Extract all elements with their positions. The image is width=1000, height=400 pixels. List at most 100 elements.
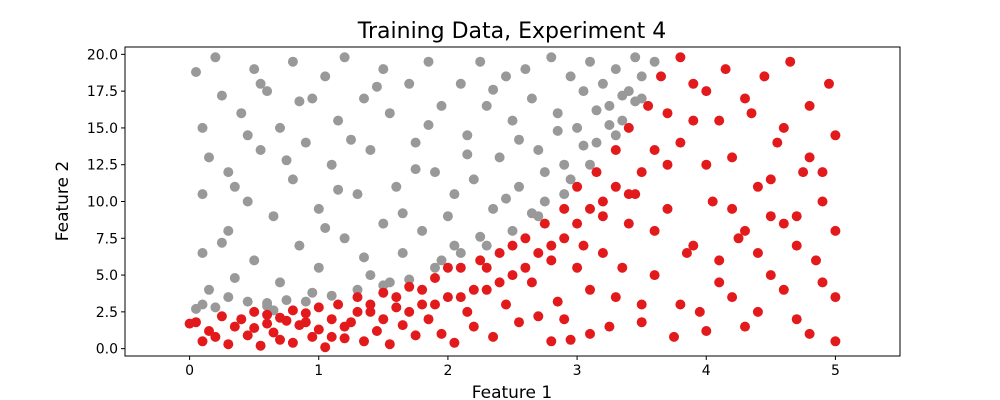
data-point-series-0	[275, 277, 285, 288]
data-point-series-1	[430, 273, 440, 283]
data-point-series-1	[391, 292, 402, 303]
data-point-series-1	[688, 240, 699, 251]
data-point-series-1	[669, 331, 679, 342]
data-point-series-0	[384, 108, 395, 119]
data-point-series-0	[197, 122, 208, 133]
data-point-series-1	[727, 292, 738, 303]
data-point-series-1	[798, 167, 809, 178]
data-point-series-0	[223, 167, 234, 178]
data-point-series-1	[481, 284, 492, 295]
data-point-series-1	[313, 324, 324, 335]
data-point-series-1	[191, 317, 201, 328]
x-tick-label: 3	[573, 363, 582, 379]
data-point-series-0	[436, 100, 447, 111]
data-point-series-1	[339, 333, 350, 344]
data-point-series-0	[365, 270, 376, 281]
chart-title: Training Data, Experiment 4	[357, 19, 666, 44]
data-point-series-1	[752, 181, 763, 192]
data-point-series-1	[701, 86, 712, 97]
data-point-series-1	[546, 336, 557, 347]
data-point-series-1	[791, 240, 802, 251]
data-point-series-1	[649, 225, 660, 236]
data-point-series-0	[501, 71, 511, 82]
data-point-series-0	[210, 52, 221, 63]
data-point-series-1	[817, 196, 828, 207]
data-point-series-0	[514, 181, 524, 192]
data-point-series-1	[714, 277, 725, 288]
data-point-series-0	[488, 203, 499, 214]
data-point-series-0	[585, 56, 595, 67]
data-point-series-0	[268, 211, 279, 222]
data-point-series-0	[339, 52, 350, 63]
x-tick-label: 5	[831, 363, 840, 379]
data-point-series-1	[585, 284, 595, 295]
data-point-series-1	[610, 181, 621, 192]
data-point-series-1	[591, 167, 602, 178]
data-point-series-1	[610, 145, 621, 155]
data-point-series-1	[249, 306, 260, 317]
data-point-series-0	[313, 203, 324, 214]
data-point-series-0	[223, 292, 234, 303]
data-point-series-0	[526, 208, 537, 219]
data-point-series-1	[410, 330, 421, 341]
plot-frame	[124, 46, 901, 357]
data-point-series-1	[597, 248, 608, 258]
data-point-series-1	[481, 262, 492, 273]
y-axis-title: Feature 2	[53, 161, 73, 241]
x-tick-label: 4	[702, 363, 711, 379]
data-point-series-1	[371, 326, 382, 336]
data-point-series-1	[559, 203, 570, 214]
data-point-series-0	[242, 130, 253, 141]
data-point-series-1	[275, 334, 285, 345]
data-point-series-0	[320, 71, 331, 82]
data-point-series-0	[449, 189, 460, 200]
data-point-series-1	[740, 93, 750, 104]
data-point-series-0	[397, 208, 408, 219]
data-point-series-1	[740, 321, 750, 332]
data-point-series-0	[216, 237, 227, 248]
data-point-series-1	[765, 174, 776, 185]
data-point-series-0	[585, 159, 595, 170]
data-point-series-1	[694, 306, 705, 317]
data-point-series-1	[468, 284, 479, 295]
data-point-series-0	[229, 273, 240, 283]
data-point-series-1	[817, 167, 828, 178]
data-point-series-1	[765, 270, 776, 281]
data-point-series-1	[404, 281, 415, 292]
data-point-series-0	[468, 174, 479, 185]
data-point-series-0	[604, 100, 615, 111]
data-point-series-0	[423, 56, 434, 67]
data-point-series-1	[307, 331, 318, 342]
data-point-series-1	[442, 292, 453, 303]
data-point-series-1	[656, 71, 666, 82]
data-point-series-0	[204, 284, 214, 295]
data-point-series-0	[378, 64, 389, 75]
data-point-series-1	[578, 240, 589, 251]
data-point-series-1	[378, 287, 389, 298]
data-point-series-1	[520, 262, 531, 273]
data-point-series-0	[565, 174, 576, 185]
data-point-series-0	[294, 96, 305, 107]
y-tick-label: 12.5	[87, 158, 118, 174]
data-point-series-0	[371, 81, 382, 92]
data-point-series-0	[494, 152, 505, 163]
data-point-series-0	[359, 252, 369, 263]
data-point-series-1	[391, 302, 402, 313]
y-tick-label: 20.0	[87, 47, 118, 63]
x-axis-title: Feature 1	[472, 383, 552, 400]
data-point-series-0	[533, 145, 544, 155]
data-point-series-0	[197, 248, 208, 258]
data-point-series-0	[578, 86, 589, 97]
data-point-series-0	[275, 122, 285, 133]
data-point-series-1	[462, 306, 473, 317]
data-point-series-1	[830, 336, 841, 347]
data-point-series-0	[255, 145, 266, 155]
data-point-series-1	[255, 340, 266, 351]
data-point-series-1	[804, 100, 815, 111]
data-point-series-1	[339, 321, 350, 332]
data-point-series-1	[326, 331, 337, 342]
data-point-series-1	[714, 255, 725, 266]
x-axis: 0 1 2 3 4 5	[185, 356, 840, 379]
y-tick-label: 17.5	[87, 84, 118, 100]
